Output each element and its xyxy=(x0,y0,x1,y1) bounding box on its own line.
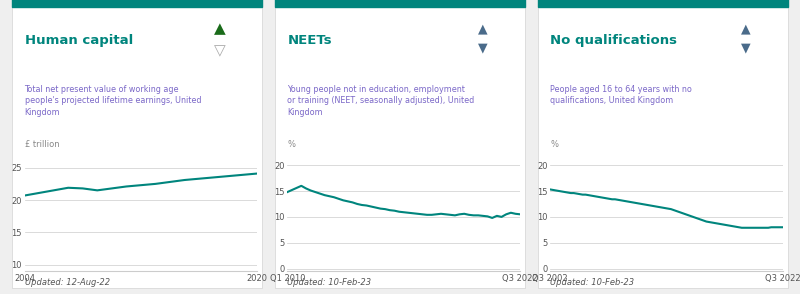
Bar xyxy=(275,0,525,7)
Text: ▼: ▼ xyxy=(741,41,750,55)
Text: People aged 16 to 64 years with no
qualifications, United Kingdom: People aged 16 to 64 years with no quali… xyxy=(550,85,692,105)
Text: ▲: ▲ xyxy=(214,21,226,36)
Text: NEETs: NEETs xyxy=(287,34,332,47)
Text: Human capital: Human capital xyxy=(25,34,133,47)
Text: Updated: 12-Aug-22: Updated: 12-Aug-22 xyxy=(25,278,110,287)
Bar xyxy=(12,0,262,7)
Text: ▽: ▽ xyxy=(214,44,226,59)
Text: ▲: ▲ xyxy=(478,22,487,35)
Text: Updated: 10-Feb-23: Updated: 10-Feb-23 xyxy=(550,278,634,287)
Text: £ trillion: £ trillion xyxy=(25,140,59,149)
Text: Young people not in education, employment
or training (NEET, seasonally adjusted: Young people not in education, employmen… xyxy=(287,85,474,117)
Text: No qualifications: No qualifications xyxy=(550,34,677,47)
Text: %: % xyxy=(287,140,295,149)
Text: ▲: ▲ xyxy=(741,22,750,35)
Text: Total net present value of working age
people's projected lifetime earnings, Uni: Total net present value of working age p… xyxy=(25,85,201,117)
Text: %: % xyxy=(550,140,558,149)
Text: Updated: 10-Feb-23: Updated: 10-Feb-23 xyxy=(287,278,371,287)
Text: ▼: ▼ xyxy=(478,41,487,55)
Bar xyxy=(538,0,788,7)
